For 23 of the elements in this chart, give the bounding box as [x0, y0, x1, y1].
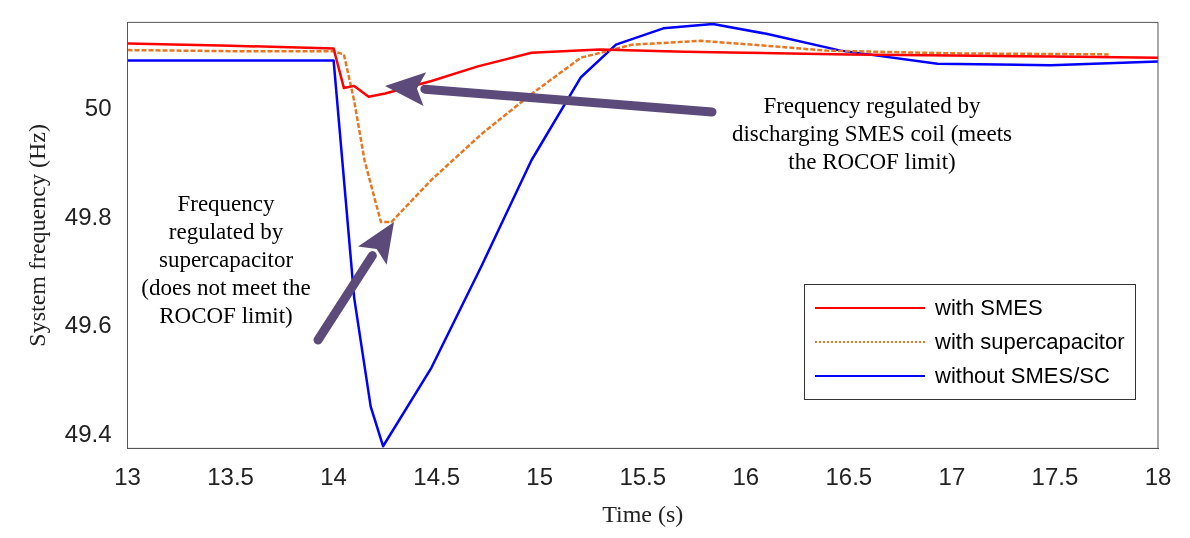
x-tick-label: 13 [114, 463, 141, 491]
x-tick-label: 15 [526, 463, 554, 491]
y-tick-label: 49.4 [64, 420, 112, 447]
x-tick-label: 18 [1144, 463, 1172, 491]
x-tick-label: 17.5 [1031, 463, 1079, 491]
x-tick-label: 13.5 [207, 463, 254, 491]
y-tick-label: 49.6 [64, 311, 112, 339]
x-tick-label: 16.5 [825, 463, 873, 491]
annotation: Frequency regulated by discharging SMES coil (meets the ROCOF limit) [731, 92, 1013, 176]
legend-label: without SMES/SC [935, 363, 1110, 390]
y-axis-title: System frequency (Hz) [23, 124, 50, 347]
legend-label: with SMES [935, 295, 1043, 322]
x-axis-title: Time (s) [602, 500, 684, 527]
x-tick-label: 17 [938, 463, 966, 491]
x-tick-label: 16 [732, 463, 760, 491]
x-tick-label: 14 [320, 463, 347, 491]
x-tick-label: 15.5 [619, 463, 667, 491]
legend-label: with supercapacitor [935, 329, 1125, 356]
x-tick-label: 14.5 [413, 463, 461, 491]
line-series [127, 39, 1110, 224]
y-tick-label: 49.8 [64, 202, 112, 230]
annotation: Frequency regulated by supercapacitor (does not meet the ROCOF limit) [140, 190, 312, 330]
y-tick-label: 50 [84, 94, 112, 122]
